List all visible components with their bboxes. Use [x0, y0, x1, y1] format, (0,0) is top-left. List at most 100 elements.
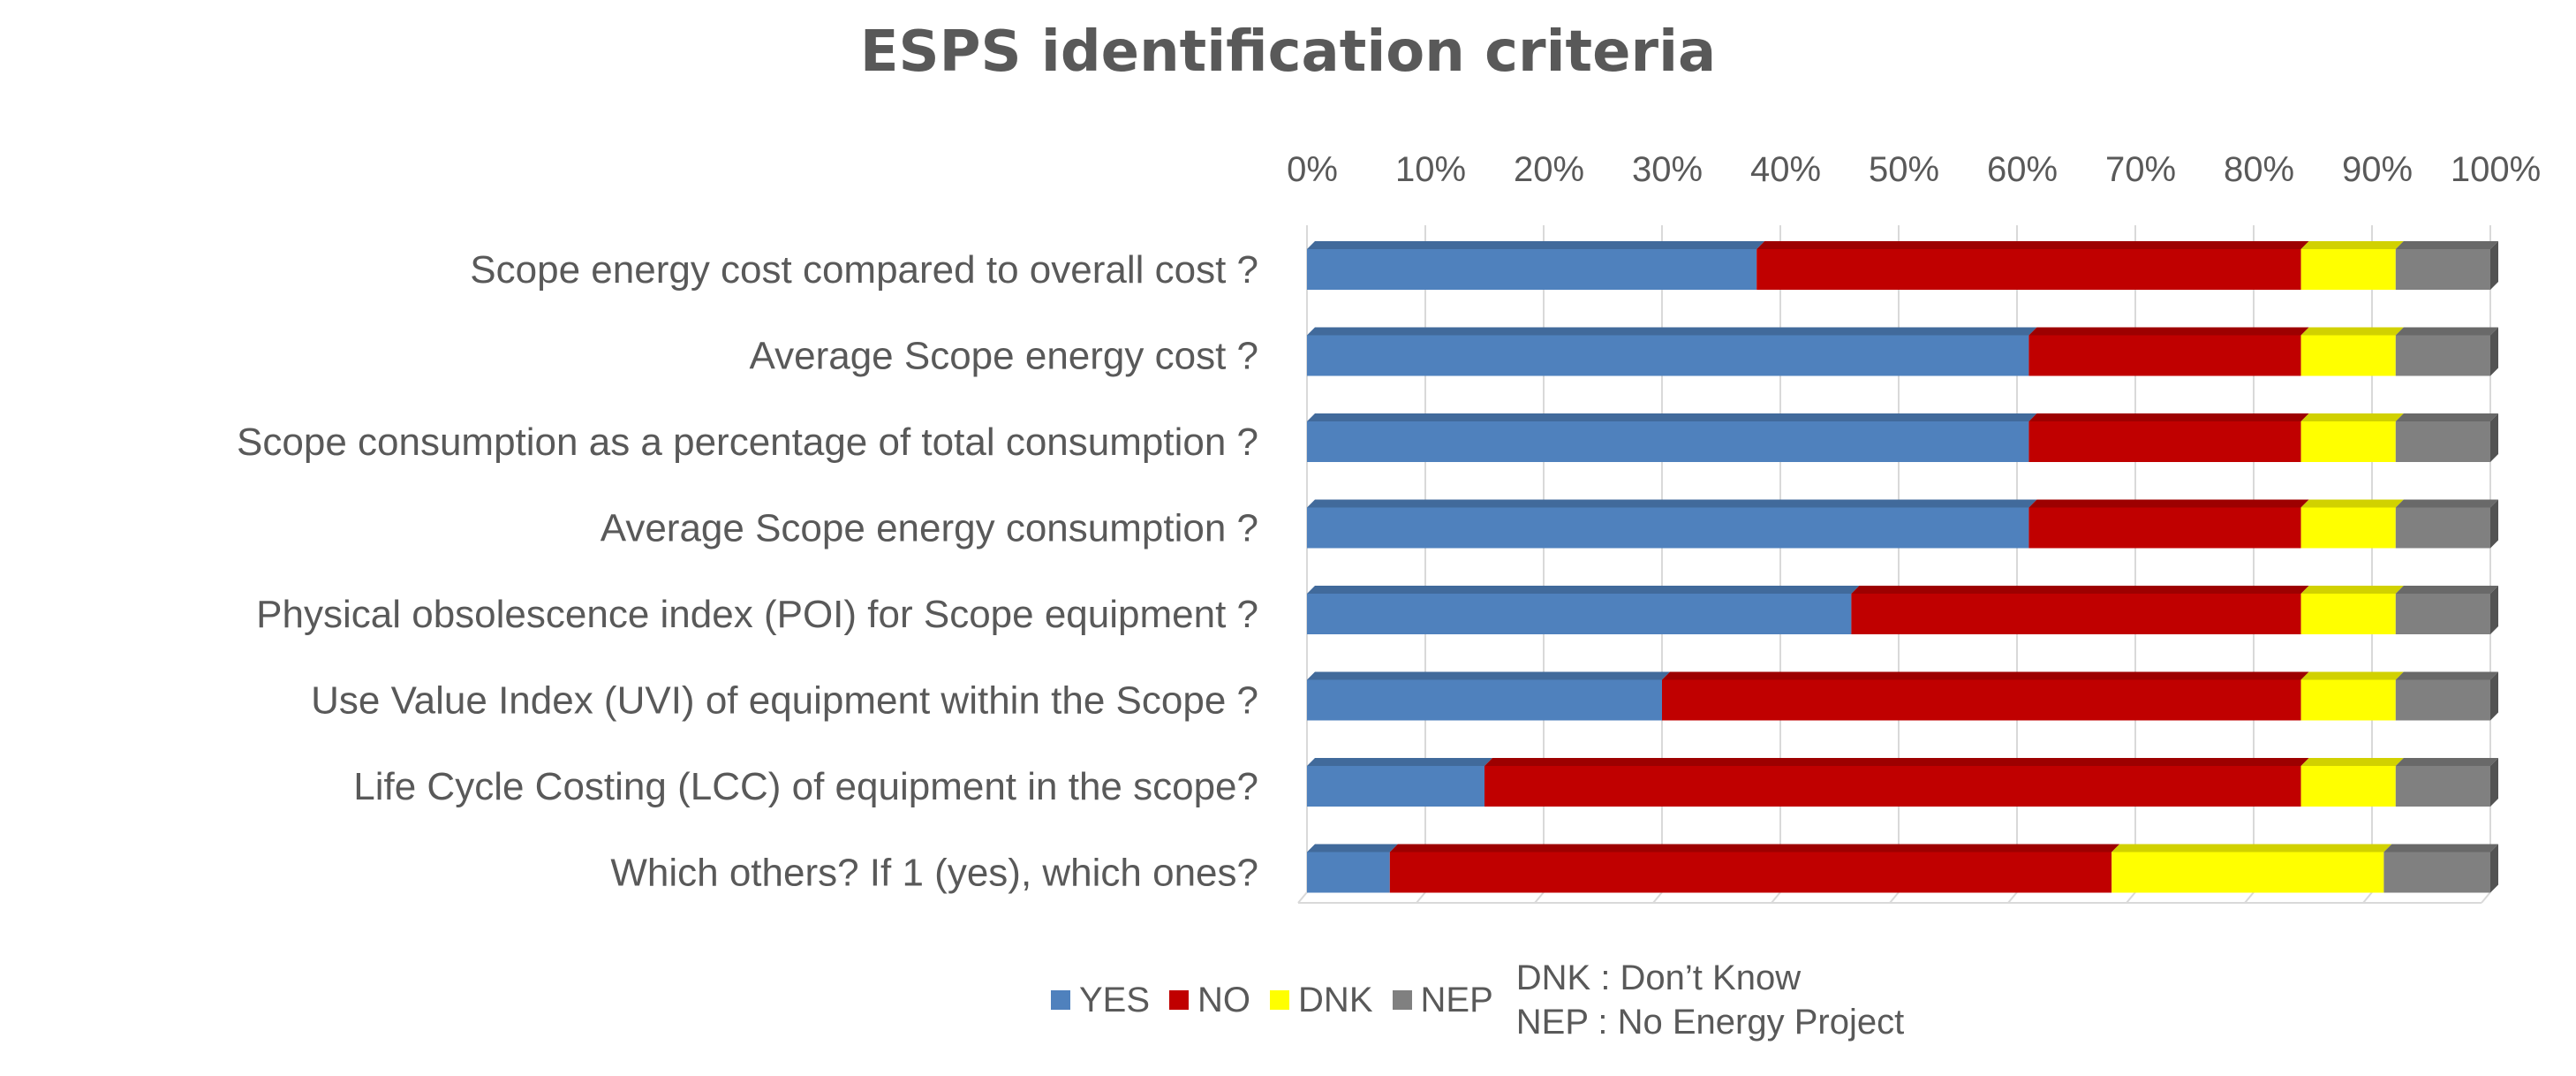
bar-top-nep [2395, 413, 2498, 421]
bar-no [1756, 249, 2301, 290]
legend-item-nep: NEP [1392, 981, 1493, 1020]
bar-nep [2395, 507, 2490, 549]
bar-yes [1307, 852, 1390, 893]
category-label: Average Scope energy cost ? [750, 335, 1258, 378]
legend-swatch-no [1169, 990, 1190, 1010]
legend-swatch-dnk [1270, 990, 1290, 1010]
legend-label-no: NO [1197, 980, 1251, 1019]
bar-yes [1307, 594, 1852, 634]
bar-top-yes [1307, 844, 1398, 852]
bar-top-no [1662, 671, 2309, 680]
x-tick-label: 100% [2451, 150, 2541, 189]
category-label: Average Scope energy consumption ? [601, 507, 1258, 550]
bar-end-nep [2490, 499, 2498, 549]
bar-top-dnk [2300, 413, 2404, 421]
legend-swatch-yes [1051, 990, 1070, 1010]
bar-top-no [1484, 758, 2309, 766]
bar-top-dnk [2300, 499, 2404, 508]
bar-dnk [2300, 335, 2396, 376]
bar-yes [1307, 679, 1662, 721]
chart-title: ESPS identification criteria [859, 19, 1717, 85]
bar-end-nep [2490, 844, 2498, 893]
bar-dnk [2300, 679, 2396, 721]
bar-top-nep [2395, 327, 2498, 336]
bar-dnk [2300, 507, 2396, 549]
bar-top-nep [2383, 844, 2498, 852]
bar-top-yes [1307, 586, 1860, 594]
bar-top-yes [1307, 499, 2037, 508]
legend-swatch-nep [1392, 990, 1412, 1010]
bar-yes [1307, 507, 2029, 549]
bar-dnk [2300, 421, 2396, 462]
bar-end-nep [2490, 327, 2498, 376]
legend-item-dnk: DNK [1270, 980, 1373, 1020]
gridline-foot [1416, 891, 1426, 904]
bar-top-dnk [2300, 241, 2404, 249]
bar-yes [1307, 766, 1484, 807]
legend-note-dnk: DNK : Don’t Know [1515, 959, 1802, 997]
category-label: Scope energy cost compared to overall co… [470, 248, 1258, 292]
gridline-foot [1652, 891, 1663, 904]
x-tick-label: 30% [1632, 150, 1703, 189]
bar-no [1851, 594, 2301, 634]
bar-end-nep [2490, 586, 2498, 634]
bar-yes [1307, 335, 2029, 376]
x-tick-label: 20% [1514, 150, 1584, 189]
legend-notes: DNK : Don’t Know NEP : No Energy Project [1516, 956, 1904, 1044]
bar-top-no [1389, 844, 2120, 852]
bar-dnk [2300, 594, 2396, 634]
x-tick-label: 40% [1750, 150, 1821, 189]
category-label: Physical obsolescence index (POI) for Sc… [256, 593, 1258, 636]
bar-top-yes [1307, 758, 1492, 766]
bar-top-nep [2395, 586, 2498, 594]
gridline-foot [2362, 891, 2373, 904]
legend-note-nep: NEP : No Energy Project [1515, 1003, 1905, 1042]
bar-top-dnk [2111, 844, 2392, 852]
legend-item-no: NO [1169, 981, 1250, 1020]
x-tick-label: 90% [2342, 150, 2413, 189]
x-tick-label: 70% [2105, 150, 2176, 189]
bar-no [1662, 679, 2301, 721]
gridline-foot [1534, 891, 1545, 904]
bar-yes [1307, 249, 1757, 290]
x-tick-label: 0% [1287, 150, 1338, 189]
bar-top-nep [2395, 241, 2498, 249]
bar-nep [2395, 421, 2490, 462]
category-label: Which others? If 1 (yes), which ones? [610, 852, 1258, 895]
bar-top-yes [1307, 241, 1765, 249]
bar-yes [1307, 421, 2029, 462]
bar-top-no [1851, 586, 2309, 594]
bar-top-no [2028, 499, 2309, 508]
x-tick-label: 80% [2224, 150, 2294, 189]
bar-top-no [2028, 413, 2309, 421]
bar-top-yes [1307, 671, 1670, 680]
legend-label-yes: YES [1079, 980, 1151, 1019]
bar-top-no [2028, 327, 2309, 336]
bar-end-nep [2490, 241, 2498, 290]
gridline-foot [2126, 891, 2136, 904]
legend-label-dnk: DNK [1298, 980, 1373, 1019]
bar-top-dnk [2300, 671, 2404, 680]
bar-top-yes [1307, 413, 2037, 421]
bar-nep [2395, 679, 2490, 721]
bar-dnk [2300, 249, 2396, 290]
bar-no [2028, 335, 2301, 376]
category-label: Scope consumption as a percentage of tot… [237, 421, 1258, 464]
bar-end-nep [2490, 413, 2498, 462]
bar-no [2028, 421, 2301, 462]
gridline-foot [1771, 891, 1781, 904]
gridline-foot [2244, 891, 2255, 904]
bar-dnk [2111, 852, 2384, 893]
bar-nep [2395, 594, 2490, 634]
bar-nep [2395, 335, 2490, 376]
x-tick-label: 50% [1869, 150, 1939, 189]
chart-legend: YES NO DNK NEP DNK : Don’t Know NEP : No… [1051, 956, 1904, 1044]
category-label: Use Value Index (UVI) of equipment withi… [311, 679, 1258, 723]
bar-top-nep [2395, 671, 2498, 680]
gridline-foot [2007, 891, 2018, 904]
bar-no [1484, 766, 2301, 807]
bar-top-dnk [2300, 758, 2404, 766]
bar-end-nep [2490, 671, 2498, 721]
gridline-foot [2481, 891, 2491, 904]
